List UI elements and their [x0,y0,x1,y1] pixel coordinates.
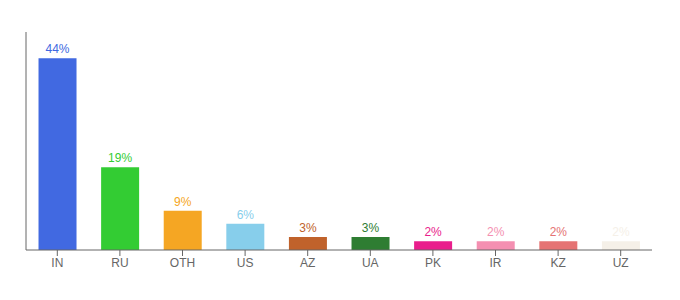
svg-text:9%: 9% [174,195,192,209]
svg-text:UA: UA [362,256,379,270]
svg-text:2%: 2% [550,225,568,239]
svg-text:AZ: AZ [300,256,315,270]
svg-text:IR: IR [490,256,502,270]
svg-text:OTH: OTH [170,256,195,270]
svg-text:3%: 3% [362,221,380,235]
svg-text:US: US [237,256,254,270]
svg-text:44%: 44% [46,42,70,56]
svg-text:IN: IN [51,256,63,270]
svg-text:2%: 2% [424,225,442,239]
svg-text:3%: 3% [299,221,317,235]
svg-text:19%: 19% [108,151,132,165]
svg-text:2%: 2% [612,225,630,239]
svg-text:RU: RU [111,256,128,270]
svg-text:UZ: UZ [613,256,629,270]
svg-text:KZ: KZ [550,256,565,270]
svg-text:PK: PK [425,256,441,270]
svg-text:6%: 6% [237,208,255,222]
svg-text:2%: 2% [487,225,505,239]
